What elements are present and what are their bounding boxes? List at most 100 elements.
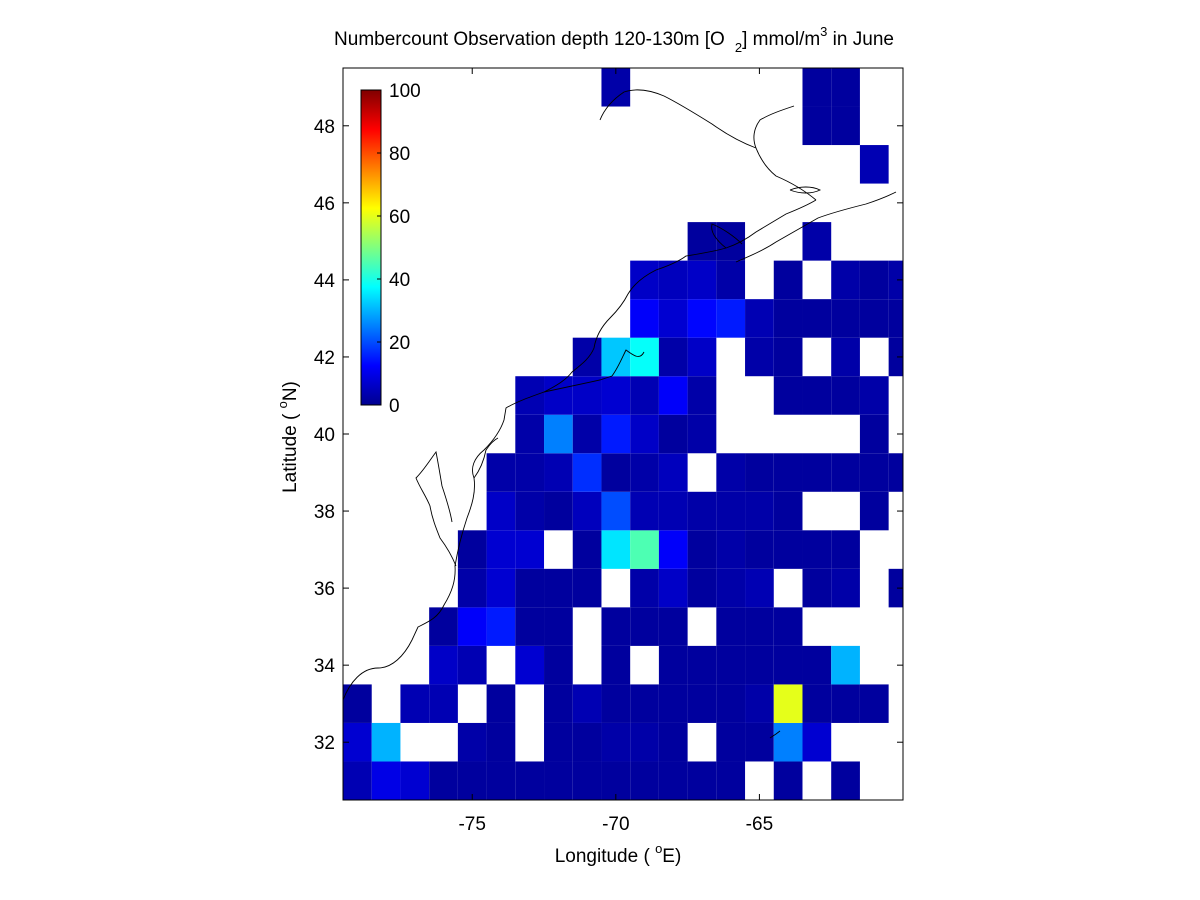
heatmap-cell — [658, 645, 688, 685]
heatmap-cell — [716, 568, 746, 608]
heatmap-cell — [687, 337, 717, 377]
heatmap-cell — [658, 491, 688, 531]
y-tick-label: 42 — [314, 348, 335, 369]
heatmap-cell — [831, 337, 860, 377]
heatmap-cell — [773, 684, 803, 723]
heatmap-cell — [630, 722, 659, 762]
heatmap-cell — [745, 299, 774, 338]
heatmap-cell — [802, 299, 832, 338]
plot-area: -75 -70 -65 32 34 36 38 40 42 44 46 48 — [314, 67, 904, 835]
heatmap-cell — [716, 299, 746, 338]
heatmap-cell — [831, 761, 860, 800]
heatmap-cell — [515, 530, 545, 569]
y-tick-label: 40 — [314, 425, 335, 446]
heatmap-cell — [544, 645, 573, 685]
heatmap-cell — [658, 453, 688, 492]
heatmap-cell — [457, 645, 487, 685]
heatmap-cell — [859, 453, 889, 492]
heatmap-cell — [457, 568, 487, 608]
y-tick-label: 36 — [314, 579, 335, 600]
heatmap-cell — [572, 684, 602, 723]
heatmap-cell — [658, 607, 688, 646]
y-tick-label: 44 — [314, 271, 336, 292]
heatmap-cell — [802, 376, 832, 415]
y-axis-label: Latitude ( oN) — [275, 381, 301, 493]
heatmap-cell — [429, 607, 458, 646]
colorbar-tick-label: 80 — [389, 144, 410, 165]
heatmap-cell — [658, 376, 688, 415]
colorbar-tick-label: 40 — [389, 270, 410, 291]
heatmap-cell — [658, 414, 688, 454]
heatmap-cell — [630, 337, 659, 377]
coastline-pei — [789, 186, 822, 194]
heatmap-cell — [572, 491, 602, 531]
heatmap-cell — [601, 453, 631, 492]
heatmap-cell — [343, 761, 372, 800]
heatmap-cell — [630, 260, 659, 300]
heatmap-cell — [486, 761, 516, 800]
heatmap-cell — [658, 568, 688, 608]
heatmap-cell — [544, 722, 573, 762]
heatmap-cells — [343, 68, 903, 800]
heatmap-cell — [745, 684, 774, 723]
heatmap-cell — [831, 106, 860, 146]
coastline-bay-of-fundy — [711, 223, 743, 249]
x-axis: -75 -70 -65 — [458, 68, 773, 835]
heatmap-cell — [745, 337, 774, 377]
heatmap-cell — [745, 453, 774, 492]
coastline-cape-cod — [611, 349, 645, 377]
heatmap-cell — [544, 376, 573, 415]
x-tick-label: -70 — [602, 814, 629, 835]
y-axis: 32 34 36 38 40 42 44 46 48 — [314, 117, 903, 754]
x-axis-label: Longitude ( oE) — [555, 841, 682, 867]
heatmap-cell — [888, 337, 903, 377]
heatmap-cell — [572, 761, 602, 800]
heatmap-cell — [515, 453, 545, 492]
heatmap-cell — [630, 761, 659, 800]
coastline-us-east — [342, 199, 817, 701]
heatmap-cell — [773, 376, 803, 415]
heatmap-cell — [773, 530, 803, 569]
heatmap-cell — [658, 260, 688, 300]
heatmap-cell — [859, 684, 889, 723]
heatmap-cell — [831, 68, 860, 107]
heatmap-cell — [658, 530, 688, 569]
heatmap-cell — [859, 145, 889, 184]
heatmap-cell — [888, 453, 903, 492]
heatmap-cell — [658, 722, 688, 762]
heatmap-cell — [687, 568, 717, 608]
heatmap-cell — [601, 722, 631, 762]
heatmap-cell — [572, 376, 602, 415]
heatmap-cell — [716, 722, 746, 762]
heatmap-cell — [572, 530, 602, 569]
heatmap-cell — [486, 607, 516, 646]
heatmap-cell — [658, 337, 688, 377]
colorbar-ticks: 0 20 40 60 80 100 — [377, 81, 421, 417]
heatmap-cell — [601, 376, 631, 415]
heatmap-cell — [802, 222, 832, 261]
heatmap-cell — [630, 530, 659, 569]
heatmap-cell — [630, 453, 659, 492]
colorbar-tick-label: 0 — [389, 396, 400, 417]
heatmap-cell — [745, 607, 774, 646]
heatmap-cell — [687, 414, 717, 454]
y-tick-label: 34 — [314, 656, 336, 677]
heatmap-cell — [745, 530, 774, 569]
heatmap-cell — [773, 761, 803, 800]
heatmap-cell — [630, 376, 659, 415]
heatmap-cell — [457, 607, 487, 646]
heatmap-cell — [658, 761, 688, 800]
heatmap-cell — [773, 299, 803, 338]
heatmap-cell — [716, 530, 746, 569]
heatmap-cell — [773, 645, 803, 685]
heatmap-cell — [630, 299, 659, 338]
heatmap-cell — [831, 568, 860, 608]
heatmap-cell — [831, 453, 860, 492]
heatmap-cell — [630, 491, 659, 531]
heatmap-cell — [601, 491, 631, 531]
heatmap-cell — [429, 761, 458, 800]
colorbar: 0 20 40 60 80 100 — [360, 81, 421, 417]
heatmap-cell — [572, 337, 602, 377]
y-tick-label: 38 — [314, 502, 335, 523]
heatmap-cell — [716, 607, 746, 646]
